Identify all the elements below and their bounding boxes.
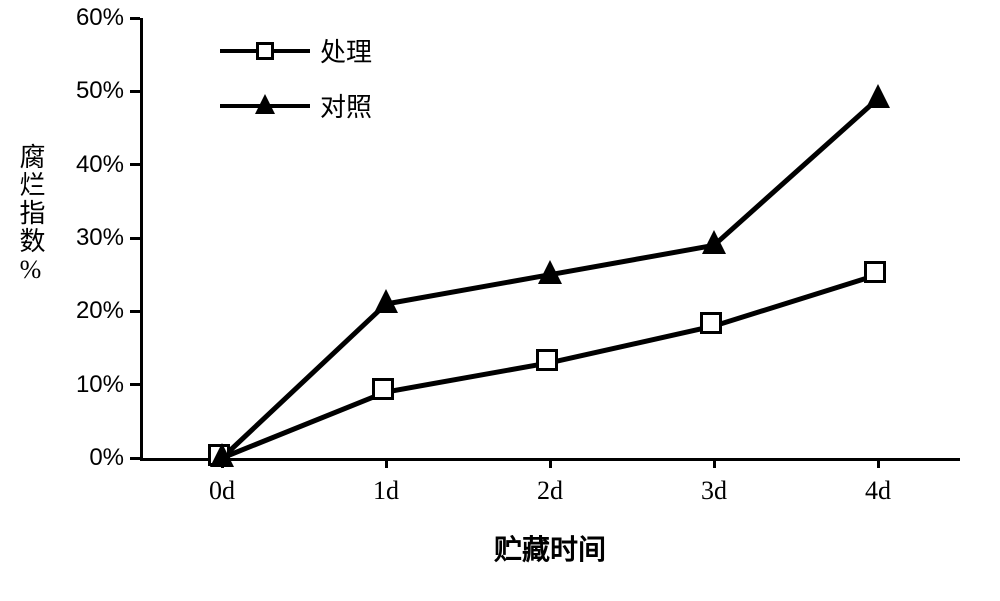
legend-item: 处理 [220, 32, 372, 69]
y-tick [130, 163, 140, 166]
chart-container: 腐烂指数% 处理对照 贮藏时间 0%10%20%30%40%50%60%0d1d… [0, 0, 1000, 601]
y-tick [130, 17, 140, 20]
x-tick [713, 458, 716, 468]
x-tick-label: 0d [182, 476, 262, 506]
y-tick-label: 10% [76, 371, 124, 399]
legend-line [220, 49, 310, 53]
y-tick-label: 60% [76, 4, 124, 32]
y-tick-label: 0% [89, 444, 124, 472]
legend: 处理对照 [220, 32, 372, 142]
x-tick [385, 458, 388, 468]
marker-triangle [210, 443, 234, 467]
marker-square [700, 312, 722, 334]
y-tick [130, 237, 140, 240]
x-tick-label: 4d [838, 476, 918, 506]
marker-square [864, 261, 886, 283]
marker-triangle [702, 230, 726, 254]
x-tick [877, 458, 880, 468]
y-tick [130, 383, 140, 386]
y-tick [130, 90, 140, 93]
y-tick-label: 30% [76, 224, 124, 252]
series-lines [0, 0, 1000, 601]
legend-label: 对照 [320, 87, 372, 124]
x-tick-label: 1d [346, 476, 426, 506]
legend-label: 处理 [320, 32, 372, 69]
marker-triangle [538, 260, 562, 284]
y-tick [130, 310, 140, 313]
y-tick-label: 40% [76, 151, 124, 179]
marker-triangle [866, 84, 890, 108]
marker-triangle [374, 289, 398, 313]
y-tick-label: 20% [76, 297, 124, 325]
legend-marker-triangle [255, 94, 275, 114]
marker-square [536, 349, 558, 371]
legend-line [220, 104, 310, 108]
x-tick-label: 2d [510, 476, 590, 506]
y-tick-label: 50% [76, 77, 124, 105]
x-tick-label: 3d [674, 476, 754, 506]
x-tick [549, 458, 552, 468]
marker-square [372, 378, 394, 400]
legend-marker-square [256, 42, 274, 60]
legend-item: 对照 [220, 87, 372, 124]
x-axis-title: 贮藏时间 [140, 528, 960, 568]
y-tick [130, 457, 140, 460]
